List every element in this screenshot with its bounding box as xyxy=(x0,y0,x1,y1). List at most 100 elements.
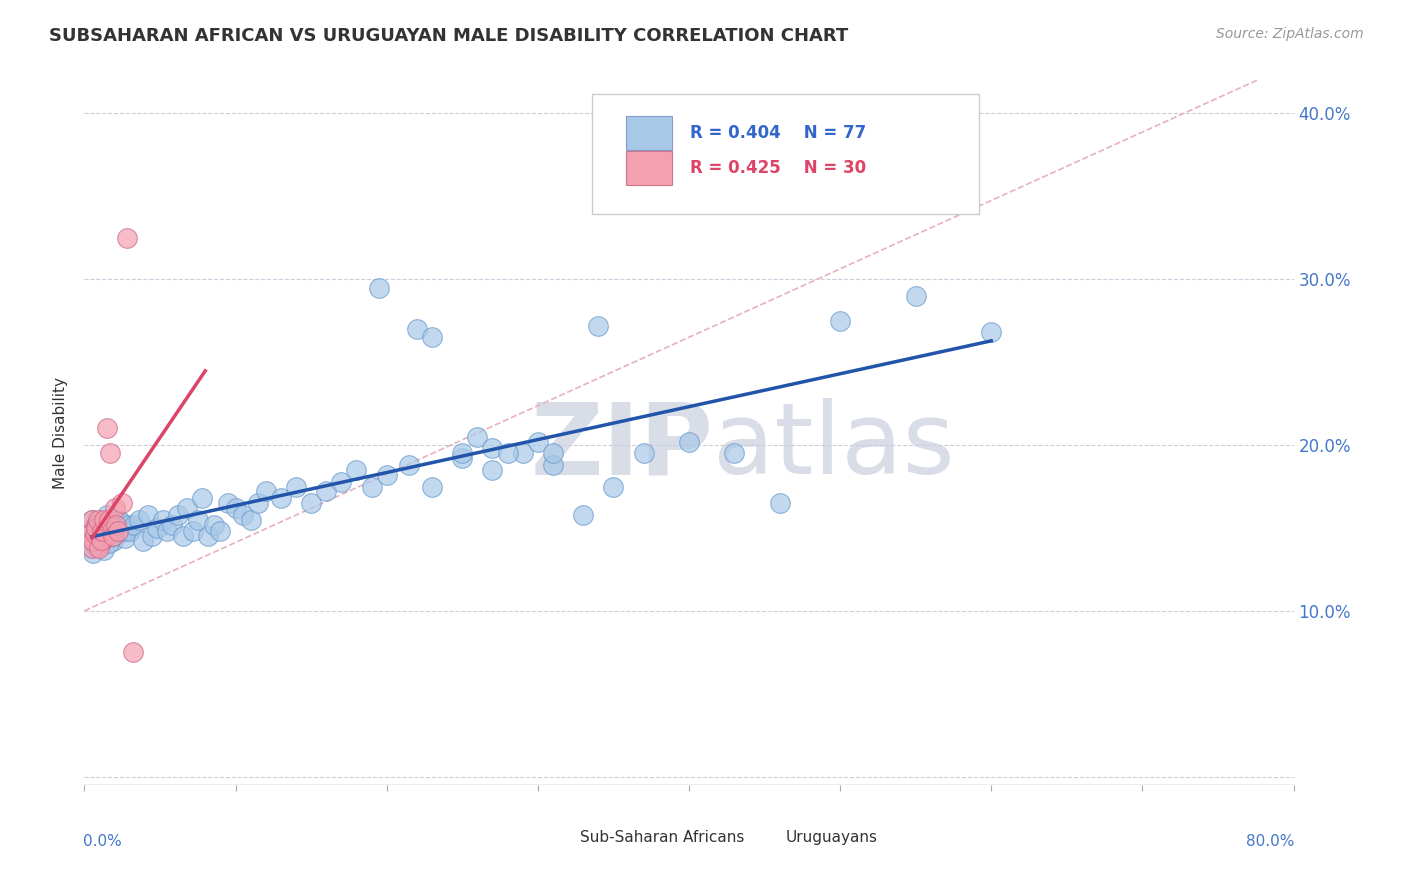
Point xyxy=(86,517,108,532)
Point xyxy=(86,524,108,539)
Point xyxy=(346,463,368,477)
Point xyxy=(285,479,308,493)
Point xyxy=(588,318,610,333)
Point xyxy=(830,314,852,328)
Point xyxy=(481,463,503,477)
Point xyxy=(254,484,277,499)
Point xyxy=(91,534,114,549)
Point xyxy=(90,524,112,539)
Point xyxy=(100,529,122,543)
Point xyxy=(87,513,110,527)
Point xyxy=(80,513,103,527)
Point xyxy=(82,524,104,539)
Point xyxy=(96,421,118,435)
Point xyxy=(247,496,270,510)
Point xyxy=(101,534,124,549)
Point xyxy=(172,529,194,543)
Point xyxy=(191,491,214,505)
Point xyxy=(132,534,155,549)
Point xyxy=(527,434,550,449)
Point xyxy=(111,516,134,530)
Point xyxy=(91,524,114,539)
Point xyxy=(80,541,103,555)
Point xyxy=(420,330,443,344)
Point xyxy=(114,531,136,545)
Point xyxy=(128,513,150,527)
Point xyxy=(86,521,108,535)
Point xyxy=(84,525,107,540)
Point xyxy=(769,496,792,510)
Point xyxy=(141,529,163,543)
Point xyxy=(202,517,225,532)
Point xyxy=(572,508,595,522)
Point xyxy=(105,517,128,532)
FancyBboxPatch shape xyxy=(592,95,979,214)
Point xyxy=(602,479,624,493)
Point xyxy=(375,467,398,482)
Point xyxy=(93,542,115,557)
Point xyxy=(541,446,564,460)
Point xyxy=(89,537,111,551)
Point xyxy=(104,501,127,516)
Point xyxy=(100,524,122,539)
Point xyxy=(94,529,117,543)
Point xyxy=(84,534,107,549)
Text: ZIP: ZIP xyxy=(530,398,713,495)
Point xyxy=(368,280,391,294)
FancyBboxPatch shape xyxy=(626,152,672,186)
Point xyxy=(101,529,124,543)
Point xyxy=(80,513,103,527)
Point xyxy=(481,442,503,456)
Point xyxy=(91,517,114,532)
Point xyxy=(451,446,474,460)
Point xyxy=(980,326,1002,340)
Point xyxy=(270,491,292,505)
Point xyxy=(406,322,429,336)
Point xyxy=(678,434,700,449)
Point xyxy=(209,524,232,539)
Text: atlas: atlas xyxy=(713,398,955,495)
Point xyxy=(110,521,132,535)
Point xyxy=(97,536,120,550)
FancyBboxPatch shape xyxy=(626,116,672,150)
Point xyxy=(197,529,219,543)
Point xyxy=(398,458,420,472)
Text: Uruguayans: Uruguayans xyxy=(786,830,877,846)
FancyBboxPatch shape xyxy=(544,827,574,848)
Point xyxy=(108,513,131,527)
Point xyxy=(89,541,111,555)
Point xyxy=(118,524,141,539)
Text: R = 0.404    N = 77: R = 0.404 N = 77 xyxy=(690,124,866,142)
Point xyxy=(232,508,254,522)
Point xyxy=(136,508,159,522)
Point xyxy=(299,496,322,510)
Point xyxy=(541,458,564,472)
Point xyxy=(904,289,927,303)
Point xyxy=(97,524,120,539)
FancyBboxPatch shape xyxy=(749,827,780,848)
Point xyxy=(111,496,134,510)
Point xyxy=(467,430,489,444)
Point xyxy=(112,524,135,539)
Point xyxy=(239,513,262,527)
Point xyxy=(80,541,103,555)
Y-axis label: Male Disability: Male Disability xyxy=(53,376,69,489)
Point xyxy=(330,475,353,489)
Point xyxy=(89,533,111,547)
Point xyxy=(121,645,143,659)
Point xyxy=(90,537,112,551)
Point xyxy=(360,479,382,493)
Point xyxy=(86,539,108,553)
Point xyxy=(146,521,169,535)
Point xyxy=(105,527,128,541)
Point xyxy=(117,517,139,532)
Point xyxy=(87,529,110,543)
Text: R = 0.425    N = 30: R = 0.425 N = 30 xyxy=(690,160,866,178)
Point xyxy=(87,527,110,541)
Point xyxy=(451,451,474,466)
Point xyxy=(156,524,179,539)
Text: 0.0%: 0.0% xyxy=(83,834,122,849)
Point xyxy=(496,446,519,460)
Point xyxy=(84,533,107,547)
Point xyxy=(633,446,655,460)
